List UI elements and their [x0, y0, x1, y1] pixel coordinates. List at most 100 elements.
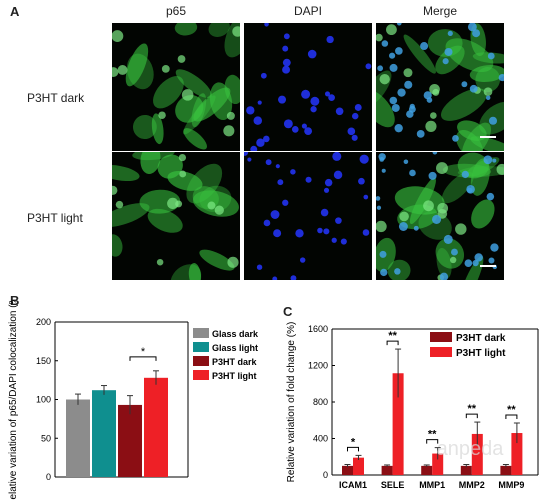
legend-label: P3HT dark	[212, 357, 258, 367]
panel-b-letter: B	[10, 293, 20, 308]
significance-bracket	[505, 414, 518, 419]
nucleus	[335, 217, 342, 224]
nucleus	[362, 229, 370, 236]
nucleus	[310, 106, 317, 113]
nucleus	[320, 208, 329, 217]
nucleus	[272, 276, 278, 280]
y-tick-label: 150	[36, 356, 51, 366]
cell-body	[199, 249, 235, 271]
panel-a-letter: A	[10, 4, 20, 19]
nucleus	[256, 138, 265, 147]
y-tick-label: 1600	[308, 324, 328, 334]
nucleus	[326, 35, 334, 44]
nucleus	[263, 219, 271, 227]
cell-body	[112, 164, 140, 182]
cell-body	[427, 29, 463, 57]
micrograph-merge-light	[376, 152, 504, 280]
nucleus	[263, 135, 270, 143]
nucleus	[331, 237, 337, 243]
nucleus	[290, 169, 296, 175]
y-tick-label: 1200	[308, 361, 328, 371]
scale-bar	[480, 136, 496, 138]
x-tick-label: MMP2	[459, 480, 485, 490]
nucleus	[447, 30, 453, 37]
nucleus	[442, 58, 449, 65]
nucleus	[389, 63, 398, 72]
nucleus	[301, 123, 307, 129]
watermark: anpeda	[437, 438, 505, 460]
nucleus	[474, 253, 483, 262]
y-tick-label: 800	[313, 397, 328, 407]
nucleus	[275, 164, 280, 169]
cell-body	[456, 129, 483, 151]
cell-body	[125, 43, 149, 87]
nucleus	[256, 264, 263, 270]
cell-body	[435, 45, 465, 75]
nucleus	[305, 176, 312, 183]
nucleus	[490, 243, 499, 252]
nucleus	[420, 42, 429, 51]
nucleus	[380, 268, 388, 277]
nucleus	[443, 234, 453, 244]
cell-body	[199, 185, 232, 213]
cell-body	[157, 154, 183, 179]
cell-body	[112, 234, 123, 257]
cell-body	[188, 263, 202, 280]
nucleus	[423, 91, 432, 100]
nucleus	[467, 23, 477, 32]
bright-spot	[425, 120, 437, 132]
nucleus	[395, 47, 403, 55]
nucleus	[389, 52, 396, 59]
bright-spot	[399, 211, 409, 222]
legend-swatch	[193, 342, 209, 352]
cell-body	[471, 199, 495, 229]
cell-body	[470, 136, 504, 151]
nucleus	[347, 127, 356, 136]
bright-spot	[436, 162, 448, 175]
cell-body	[112, 203, 150, 227]
nucleus	[253, 116, 263, 125]
nucleus	[277, 179, 284, 186]
bar-sele-p3ht-dark	[381, 465, 393, 475]
nucleus	[472, 29, 481, 38]
cell-body	[192, 190, 239, 217]
micrograph-merge-dark	[376, 23, 504, 151]
column-header-merge: Merge	[422, 4, 457, 18]
nucleus	[485, 95, 491, 101]
legend-label: P3HT light	[456, 348, 506, 359]
nucleus	[487, 52, 495, 60]
bright-spot	[379, 73, 390, 85]
bright-spot	[386, 24, 397, 36]
nucleus	[461, 170, 469, 179]
micrograph-p65-dark	[112, 23, 240, 151]
bar-glass-light	[92, 390, 116, 477]
nucleus	[247, 157, 252, 162]
cell-body	[140, 152, 161, 174]
bright-spot	[179, 170, 187, 178]
nucleus	[282, 45, 289, 52]
bar-glass-dark	[66, 399, 90, 477]
chart-b: 0 50 100 150 200 Relative variation of p65/DA…	[8, 300, 259, 500]
nucleus	[295, 229, 304, 238]
nucleus	[379, 250, 387, 258]
nucleus	[299, 257, 306, 263]
nucleus	[492, 158, 497, 163]
nucleus	[244, 152, 249, 156]
bright-spot	[161, 64, 170, 73]
cell-body	[191, 93, 207, 128]
nucleus	[398, 222, 408, 231]
bright-spot	[115, 200, 124, 209]
y-tick-label: 200	[36, 317, 51, 327]
significance-bracket	[386, 340, 399, 346]
nucleus	[409, 169, 416, 177]
significance-marker: **	[428, 429, 437, 441]
bright-spot	[112, 30, 124, 42]
legend-label: P3HT dark	[456, 333, 506, 344]
bright-spot	[112, 185, 118, 195]
legend-label: Glass light	[212, 343, 258, 353]
bright-spot	[214, 205, 224, 215]
nucleus	[317, 227, 323, 234]
bright-spot	[177, 55, 186, 63]
column-header-p65: p65	[165, 4, 187, 18]
nucleus	[416, 129, 425, 138]
